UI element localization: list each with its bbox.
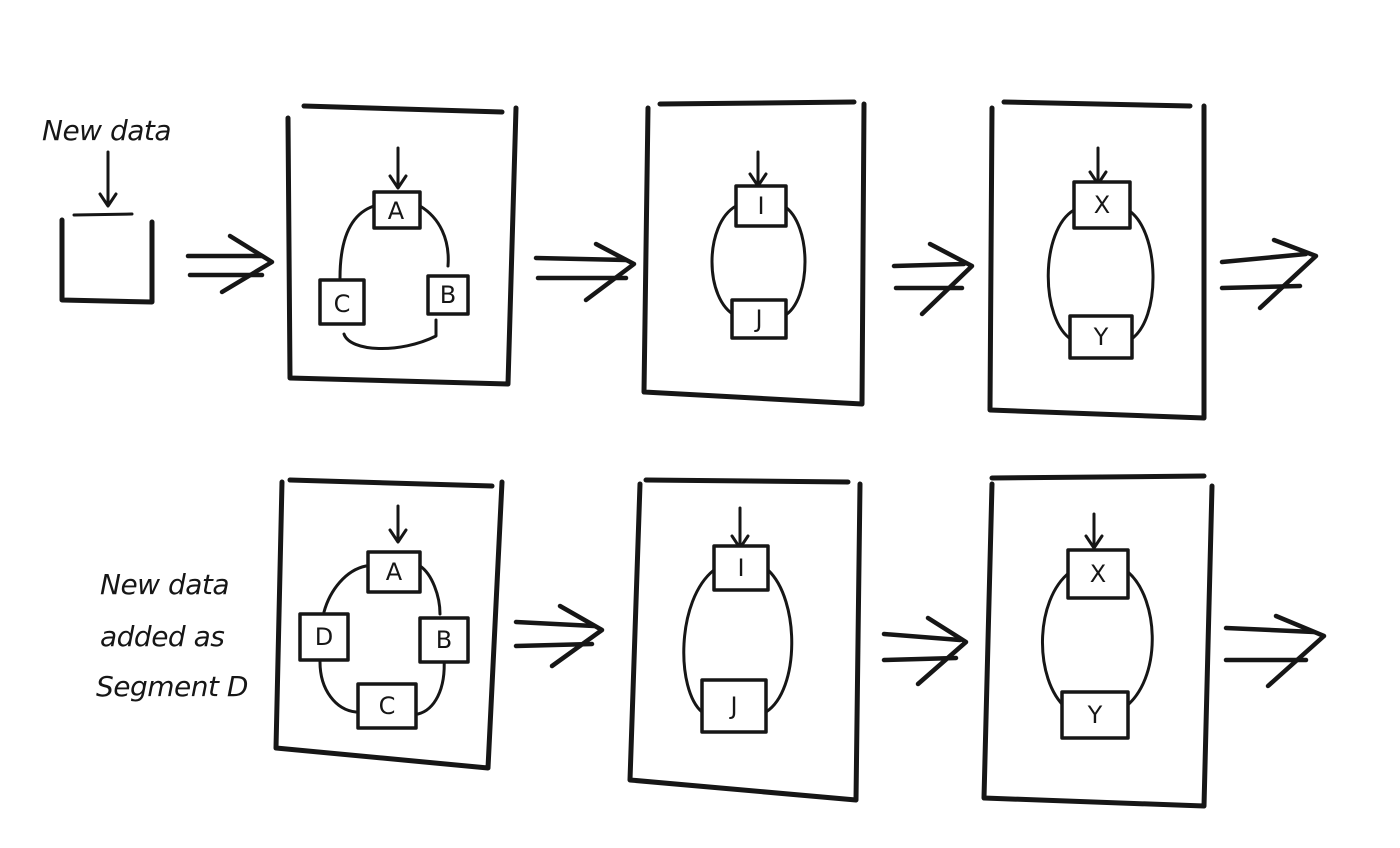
node-b: B bbox=[426, 274, 470, 316]
svg-text:J: J bbox=[728, 692, 737, 720]
svg-text:I: I bbox=[737, 554, 744, 582]
ring-links bbox=[338, 146, 450, 351]
note-line-2: added as bbox=[100, 620, 224, 653]
segment-frame bbox=[641, 99, 867, 407]
pair-links bbox=[710, 150, 807, 318]
flow-arrow bbox=[513, 603, 605, 669]
flow-arrow bbox=[891, 241, 975, 317]
segment-frame bbox=[285, 103, 519, 387]
input-box bbox=[59, 212, 155, 305]
segment-frame bbox=[981, 473, 1215, 809]
node-x: X bbox=[1072, 180, 1132, 230]
svg-text:B: B bbox=[440, 281, 456, 309]
node-b: B bbox=[418, 616, 470, 664]
svg-text:X: X bbox=[1090, 560, 1106, 588]
flow-arrow bbox=[881, 615, 969, 687]
node-d: D bbox=[298, 612, 350, 662]
node-a: A bbox=[366, 550, 422, 594]
node-j: J bbox=[730, 298, 788, 340]
node-j: J bbox=[700, 678, 768, 734]
svg-text:Y: Y bbox=[1087, 701, 1103, 729]
svg-text:I: I bbox=[757, 192, 764, 220]
node-y: Y bbox=[1068, 314, 1134, 360]
node-x: X bbox=[1066, 548, 1130, 600]
svg-text:B: B bbox=[436, 626, 452, 654]
svg-text:X: X bbox=[1094, 191, 1110, 219]
svg-text:D: D bbox=[315, 623, 333, 651]
svg-text:J: J bbox=[753, 305, 762, 333]
svg-text:Y: Y bbox=[1093, 323, 1109, 351]
pair-links bbox=[1041, 512, 1154, 710]
note-line-1: New data bbox=[100, 568, 229, 601]
flow-arrow bbox=[1219, 237, 1319, 311]
node-c: C bbox=[318, 278, 366, 326]
pair-links bbox=[1046, 146, 1155, 342]
node-a: A bbox=[372, 190, 422, 230]
node-c: C bbox=[356, 682, 418, 730]
note-line-3: Segment D bbox=[96, 670, 248, 703]
svg-text:C: C bbox=[379, 692, 396, 720]
flow-arrow bbox=[533, 241, 637, 303]
svg-text:A: A bbox=[386, 558, 403, 586]
segment-frame bbox=[627, 477, 863, 803]
svg-text:A: A bbox=[388, 197, 405, 225]
node-y: Y bbox=[1060, 690, 1130, 740]
ring-links bbox=[318, 504, 446, 716]
segment-frame bbox=[273, 477, 505, 771]
svg-text:C: C bbox=[334, 290, 351, 318]
node-i: I bbox=[734, 184, 788, 228]
node-i: I bbox=[712, 544, 770, 592]
input-label: New data bbox=[42, 114, 171, 147]
flow-arrow bbox=[1223, 613, 1327, 689]
segment-frame bbox=[987, 99, 1207, 421]
input-arrow bbox=[98, 150, 118, 208]
flow-arrow bbox=[185, 233, 275, 295]
